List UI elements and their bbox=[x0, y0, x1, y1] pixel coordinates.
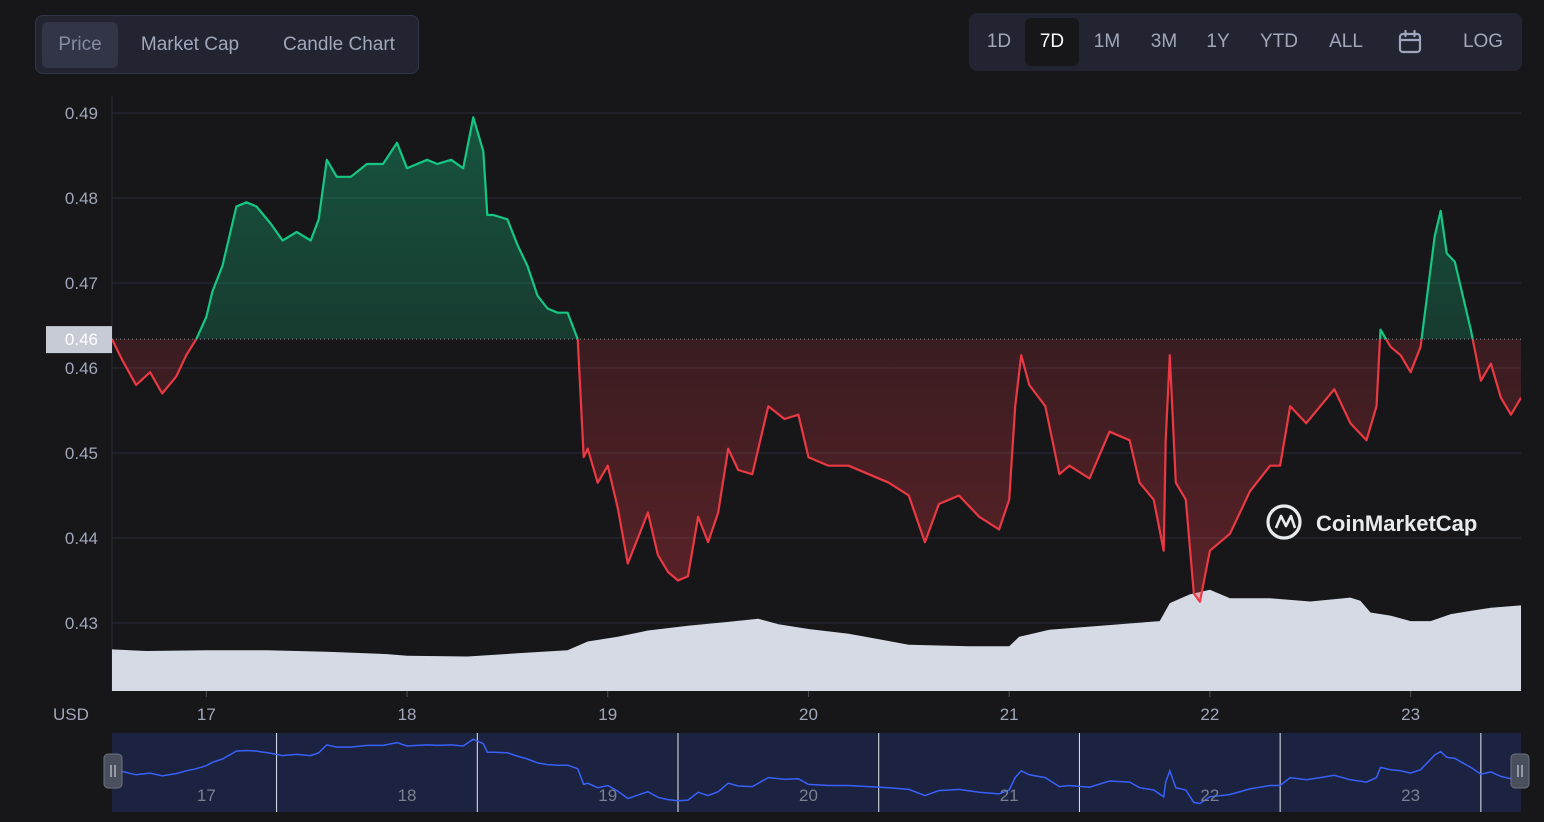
x-axis-label: USD bbox=[53, 705, 89, 724]
x-tick-label: 20 bbox=[799, 705, 818, 724]
x-axis: USD 17 18 19 20 21 22 23 bbox=[53, 691, 1420, 724]
tab-all[interactable]: ALL bbox=[1329, 31, 1363, 52]
y-tick-label: 0.43 bbox=[65, 614, 98, 633]
navigator-tick-label: 17 bbox=[197, 786, 216, 805]
y-tick-label: 0.48 bbox=[65, 189, 98, 208]
navigator-tick-label: 18 bbox=[398, 786, 417, 805]
log-toggle[interactable]: LOG bbox=[1462, 31, 1504, 52]
x-tick-label: 17 bbox=[197, 705, 216, 724]
x-tick-label: 19 bbox=[598, 705, 617, 724]
tab-7d[interactable]: 7D bbox=[1025, 18, 1079, 66]
tab-1y[interactable]: 1Y bbox=[1206, 31, 1230, 52]
price-line-up bbox=[112, 116, 1474, 340]
x-tick-label: 21 bbox=[1000, 705, 1019, 724]
navigator-tick-label: 20 bbox=[799, 786, 818, 805]
navigator-line bbox=[111, 738, 1522, 805]
y-tick-label: 0.44 bbox=[65, 529, 98, 548]
tab-3m[interactable]: 3M bbox=[1150, 31, 1178, 52]
navigator-handle-left[interactable] bbox=[103, 753, 123, 789]
y-axis: 0.43 0.44 0.45 0.46 0.47 0.48 0.49 bbox=[65, 104, 98, 633]
baseline: 0.46 bbox=[46, 326, 1521, 354]
price-area-up bbox=[112, 117, 1521, 340]
logo-mark bbox=[1274, 514, 1297, 529]
logo-ring bbox=[1266, 504, 1302, 540]
navigator-tick-label: 23 bbox=[1401, 786, 1420, 805]
y-tick-label: 0.45 bbox=[65, 444, 98, 463]
tab-1d[interactable]: 1D bbox=[986, 31, 1012, 52]
volume-area bbox=[112, 589, 1521, 691]
navigator-handle-right[interactable] bbox=[1510, 753, 1530, 789]
navigator-tick-label: 21 bbox=[1000, 786, 1019, 805]
watermark-text: CoinMarketCap bbox=[1316, 511, 1477, 536]
tab-candle-chart[interactable]: Candle Chart bbox=[283, 34, 395, 55]
navigator-window bbox=[112, 733, 1521, 812]
price-area-down bbox=[112, 339, 1521, 602]
navigator-tick-label: 19 bbox=[598, 786, 617, 805]
x-tick-label: 23 bbox=[1401, 705, 1420, 724]
current-price-tag bbox=[46, 326, 112, 354]
coinmarketcap-logo-icon bbox=[1266, 504, 1302, 540]
chart-type-tabs: Price Market Cap Candle Chart bbox=[35, 15, 419, 74]
navigator[interactable]: 17 18 19 20 21 22 23 bbox=[103, 733, 1530, 812]
price-series bbox=[112, 116, 1521, 603]
volume-area-path bbox=[112, 589, 1521, 691]
y-tick-label: 0.46 bbox=[65, 359, 98, 378]
period-tabs: 1D 7D 1M 3M 1Y YTD ALL LOG bbox=[969, 13, 1522, 71]
tab-market-cap[interactable]: Market Cap bbox=[140, 34, 240, 55]
watermark: CoinMarketCap bbox=[1266, 504, 1477, 540]
navigator-tick-label: 22 bbox=[1200, 786, 1219, 805]
tab-ytd[interactable]: YTD bbox=[1260, 31, 1298, 52]
calendar-icon[interactable] bbox=[1397, 29, 1423, 55]
y-tick-label: 0.47 bbox=[65, 274, 98, 293]
tab-price[interactable]: Price bbox=[42, 22, 118, 68]
y-tick-label: 0.49 bbox=[65, 104, 98, 123]
current-price-label: 0.46 bbox=[65, 330, 98, 349]
price-line-down bbox=[112, 339, 1521, 603]
x-tick-label: 22 bbox=[1200, 705, 1219, 724]
tab-1m[interactable]: 1M bbox=[1093, 31, 1121, 52]
x-tick-label: 18 bbox=[398, 705, 417, 724]
